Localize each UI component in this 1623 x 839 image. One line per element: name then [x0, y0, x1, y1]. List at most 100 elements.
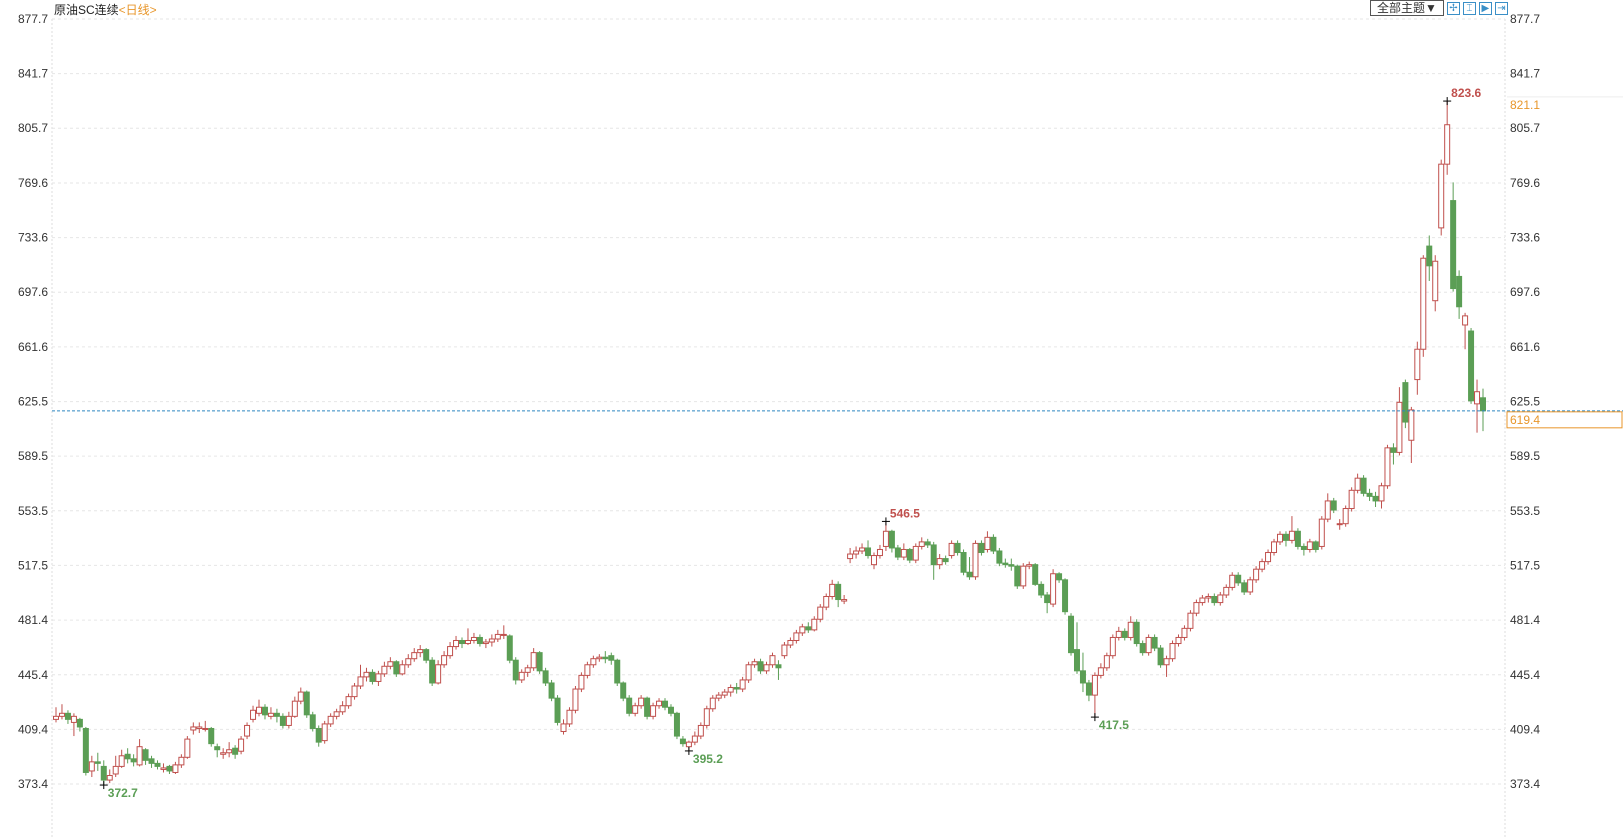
candle-up — [817, 606, 824, 620]
candle-up — [1193, 602, 1200, 614]
current-price-box — [1506, 411, 1623, 429]
candle-up — [1271, 541, 1278, 554]
candle-down — [1038, 583, 1045, 596]
theme-dropdown-button[interactable]: 全部主题▼ — [1370, 0, 1444, 16]
candle-up — [1354, 477, 1361, 491]
candle-down — [775, 664, 782, 669]
candle-up — [530, 652, 537, 669]
candle-up — [88, 761, 95, 772]
candle-up — [721, 691, 728, 696]
candle-up — [500, 633, 507, 636]
candle-up — [638, 697, 645, 707]
candle-up — [1474, 391, 1481, 405]
candle-up — [435, 664, 442, 684]
candle-down — [865, 547, 872, 557]
candle-down — [942, 558, 949, 563]
y-tick-right: 661.6 — [1510, 340, 1540, 354]
y-tick-right: 805.7 — [1510, 121, 1540, 135]
candle-up — [847, 553, 854, 560]
candle-down — [996, 550, 1003, 564]
candle-up — [823, 596, 830, 608]
candle-up — [912, 545, 919, 561]
low-price-label: 372.7 — [108, 786, 138, 800]
candle-up — [238, 738, 245, 752]
candle-down — [1480, 397, 1486, 412]
candle-up — [739, 679, 746, 690]
candle-up — [1169, 643, 1176, 660]
candle-down — [978, 542, 985, 554]
candle-up — [787, 639, 794, 646]
candle-up — [1229, 574, 1236, 588]
candle-up — [399, 664, 406, 675]
candle-down — [369, 671, 376, 682]
candle-up — [160, 767, 167, 770]
candle-down — [990, 536, 997, 552]
candle-up — [632, 705, 639, 714]
candle-down — [614, 659, 621, 684]
candle-up — [1288, 530, 1295, 541]
candle-down — [76, 718, 83, 728]
candle-up — [196, 726, 203, 729]
candle-down — [1372, 495, 1379, 502]
chart-title: 原油SC连续<日线> — [54, 1, 157, 18]
y-tick-left: 409.4 — [18, 722, 48, 736]
candle-up — [453, 639, 460, 648]
candle-down — [1402, 382, 1409, 423]
play-icon[interactable]: ▶ — [1478, 1, 1492, 15]
candle-up — [136, 746, 143, 766]
candle-up — [948, 542, 955, 557]
candle-up — [1384, 447, 1391, 487]
candle-up — [1378, 485, 1385, 502]
y-tick-right: 697.6 — [1510, 285, 1540, 299]
candle-down — [1133, 621, 1140, 645]
candle-down — [930, 544, 937, 566]
candle-down — [279, 715, 286, 726]
candle-up — [375, 673, 382, 682]
candle-down — [1450, 200, 1457, 290]
y-tick-left: 373.4 — [18, 777, 48, 791]
y-tick-right: 733.6 — [1510, 231, 1540, 245]
range-icon[interactable]: ⌶ — [1462, 1, 1476, 15]
candle-down — [620, 682, 627, 699]
candle-down — [757, 661, 764, 672]
candle-up — [727, 687, 734, 693]
period-selector[interactable]: <日线> — [118, 3, 157, 17]
candle-down — [667, 706, 674, 714]
candle-down — [166, 765, 173, 772]
candle-up — [918, 541, 925, 547]
candle-down — [1073, 649, 1080, 672]
candle-up — [441, 655, 448, 666]
candle-down — [733, 687, 740, 690]
candle-up — [1318, 518, 1325, 547]
candle-down — [148, 758, 155, 764]
y-tick-left: 841.7 — [18, 67, 48, 81]
candle-down — [906, 548, 913, 561]
candle-down — [805, 626, 812, 631]
candle-up — [351, 685, 358, 698]
y-tick-left: 769.6 — [18, 176, 48, 190]
candle-up — [769, 655, 776, 666]
candle-up — [1217, 594, 1224, 604]
candle-up — [327, 715, 334, 725]
candle-up — [560, 723, 567, 733]
crosshair-icon[interactable]: ✢ — [1446, 1, 1460, 15]
candle-down — [662, 700, 669, 708]
candle-down — [315, 727, 322, 743]
candle-up — [1306, 541, 1313, 550]
candle-down — [673, 712, 680, 737]
y-tick-left: 481.4 — [18, 613, 48, 627]
candle-down — [94, 761, 101, 764]
candle-up — [184, 738, 191, 758]
candle-down — [1151, 636, 1158, 649]
candle-up — [900, 548, 907, 558]
exit-icon[interactable]: ⇥ — [1494, 1, 1508, 15]
candle-up — [972, 542, 979, 578]
candle-up — [1026, 564, 1033, 567]
candle-down — [554, 697, 561, 723]
candle-up — [1020, 565, 1027, 587]
candle-down — [542, 670, 549, 684]
candle-up — [345, 696, 352, 707]
candle-down — [835, 583, 842, 601]
candle-down — [82, 727, 89, 773]
